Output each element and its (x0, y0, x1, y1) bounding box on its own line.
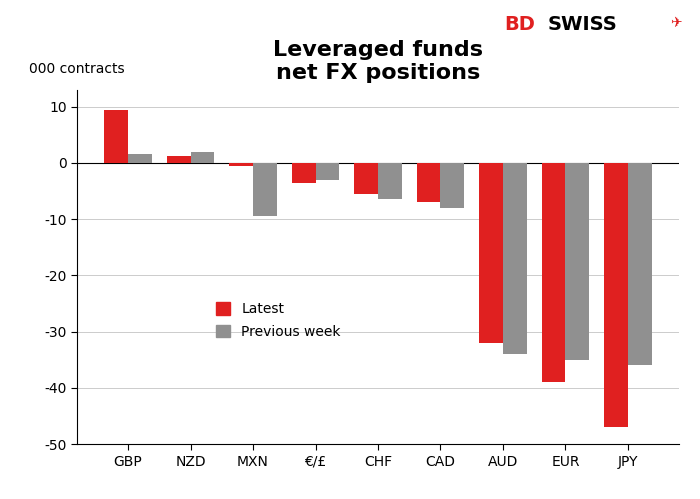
Bar (167, 156, 190, 163)
Title: Leveraged funds
net FX positions: Leveraged funds net FX positions (273, 39, 483, 83)
Bar (316, 163, 340, 180)
Legend: Latest, Previous week: Latest, Previous week (216, 302, 341, 339)
Bar (292, 163, 316, 183)
Bar (230, 163, 253, 166)
Bar (190, 152, 214, 163)
Bar (628, 163, 652, 365)
Text: 000 contracts: 000 contracts (29, 62, 125, 76)
Text: ✈: ✈ (671, 15, 682, 29)
Bar (542, 163, 566, 382)
Bar (253, 163, 276, 217)
Bar (440, 163, 464, 208)
Text: BD: BD (504, 15, 535, 34)
Bar (566, 163, 589, 360)
Bar (416, 163, 440, 202)
Bar (104, 109, 128, 163)
Text: SWISS: SWISS (547, 15, 617, 34)
Bar (354, 163, 378, 194)
Bar (604, 163, 628, 427)
Bar (480, 163, 503, 343)
Bar (378, 163, 402, 200)
Bar (503, 163, 526, 354)
Bar (128, 155, 152, 163)
